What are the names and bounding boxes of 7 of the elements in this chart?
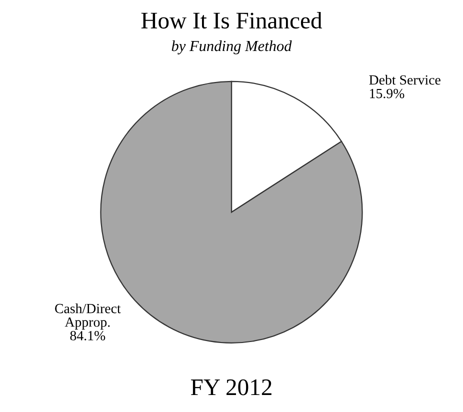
slice-label: Cash/Direct Approp. [55, 303, 121, 330]
text: FY 2012 [190, 379, 272, 396]
chart-title: How It Is Financed [141, 12, 322, 29]
data-label: 84.1% [70, 330, 106, 340]
chart-subtitle: by Funding Method [172, 40, 292, 54]
slice-label: Debt Service [369, 74, 440, 85]
data-label: 15.9% [370, 88, 404, 98]
